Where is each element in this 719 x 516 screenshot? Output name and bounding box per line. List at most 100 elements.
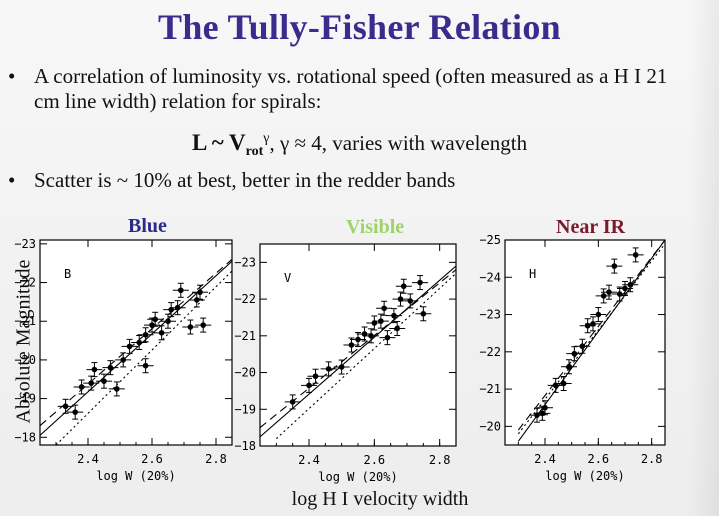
data-point bbox=[379, 330, 396, 346]
point-marker bbox=[312, 373, 319, 380]
point-marker bbox=[78, 384, 85, 390]
point-marker bbox=[149, 322, 155, 328]
point-marker bbox=[91, 366, 98, 373]
point-marker bbox=[381, 305, 387, 312]
point-marker bbox=[348, 342, 355, 348]
data-point bbox=[96, 373, 112, 389]
x-axis-small-label: log W (20%) bbox=[318, 470, 397, 484]
point-marker bbox=[200, 322, 206, 328]
point-marker bbox=[306, 382, 312, 389]
point-marker bbox=[174, 304, 181, 311]
point-marker bbox=[632, 252, 639, 258]
point-marker bbox=[168, 306, 174, 313]
point-marker bbox=[101, 378, 107, 384]
x-tick-label: 2.6 bbox=[587, 452, 609, 466]
y-tick-label: −20 bbox=[479, 419, 501, 433]
data-point bbox=[108, 381, 125, 397]
x-axis-small-label: log W (20%) bbox=[545, 469, 624, 483]
point-marker bbox=[194, 297, 200, 303]
point-marker bbox=[391, 312, 397, 319]
data-point bbox=[147, 311, 164, 327]
data-point bbox=[192, 284, 208, 300]
data-point bbox=[195, 317, 212, 333]
data-point bbox=[301, 377, 317, 393]
data-point bbox=[188, 292, 205, 308]
x-tick-label: 2.4 bbox=[534, 452, 556, 466]
point-marker bbox=[627, 281, 634, 288]
bullet-text: Scatter is ~ 10% at best, better in the … bbox=[34, 168, 456, 192]
point-marker bbox=[197, 289, 203, 296]
point-marker bbox=[368, 333, 374, 339]
y-tick-label: −19 bbox=[234, 402, 256, 416]
y-tick-label: −18 bbox=[14, 430, 36, 444]
bullet-symbol: • bbox=[8, 64, 16, 88]
data-point bbox=[67, 404, 84, 420]
y-tick-label: −20 bbox=[234, 366, 256, 380]
point-marker bbox=[560, 380, 567, 387]
point-marker bbox=[142, 362, 149, 369]
point-marker bbox=[107, 364, 114, 371]
data-point bbox=[415, 306, 432, 322]
point-marker bbox=[120, 357, 126, 363]
data-point bbox=[350, 331, 366, 347]
y-tick-label: −25 bbox=[479, 233, 501, 247]
point-marker bbox=[611, 263, 618, 269]
page-title: The Tully-Fisher Relation bbox=[158, 7, 561, 47]
data-point bbox=[83, 375, 100, 391]
x-tick-label: 2.8 bbox=[429, 453, 451, 467]
formula: L ~ Vrotγ, γ ≈ 4, varies with wavelength bbox=[0, 130, 719, 160]
bullet-symbol: • bbox=[8, 168, 16, 192]
x-tick-label: 2.6 bbox=[141, 452, 163, 466]
point-marker bbox=[394, 325, 401, 332]
y-tick-label: −21 bbox=[234, 329, 256, 343]
data-point bbox=[363, 328, 380, 344]
data-point bbox=[144, 317, 160, 333]
data-point bbox=[389, 320, 406, 336]
point-marker bbox=[407, 298, 414, 304]
point-marker bbox=[165, 318, 171, 325]
point-marker bbox=[158, 330, 165, 336]
point-marker bbox=[136, 339, 142, 346]
data-point bbox=[137, 358, 154, 374]
data-point bbox=[585, 316, 601, 332]
point-marker bbox=[152, 316, 158, 323]
point-marker bbox=[338, 364, 345, 370]
chart-panel-V: 2.4 2.6 2.8 −18 −19 −20 −21 −22 −23 log W (20%) V bbox=[234, 243, 457, 484]
data-point bbox=[160, 313, 176, 329]
y-tick-label: −20 bbox=[14, 353, 36, 367]
chart-panel-H: 2.4 2.6 2.8 −20 −21 −22 −23 −24 −25 log W (20%) H bbox=[479, 233, 666, 483]
panel-title-visible: Visible bbox=[346, 216, 405, 238]
data-point bbox=[57, 398, 74, 414]
data-point bbox=[182, 319, 199, 335]
point-marker bbox=[289, 399, 296, 405]
point-marker bbox=[400, 283, 407, 290]
data-point bbox=[561, 359, 577, 375]
point-marker bbox=[355, 336, 361, 343]
point-marker bbox=[595, 311, 602, 318]
fit-line-dotted bbox=[517, 243, 665, 435]
data-point bbox=[395, 278, 412, 294]
y-tick-label: −21 bbox=[14, 314, 36, 328]
fit-line-dotted bbox=[275, 272, 456, 440]
point-marker bbox=[126, 343, 133, 350]
point-marker bbox=[187, 324, 194, 330]
x-tick-label: 2.8 bbox=[205, 452, 227, 466]
point-marker bbox=[542, 404, 548, 411]
point-marker bbox=[114, 386, 120, 392]
point-marker bbox=[571, 350, 578, 357]
data-point bbox=[606, 258, 623, 274]
y-tick-label: −18 bbox=[234, 439, 256, 453]
data-point bbox=[402, 293, 419, 309]
y-tick-label: −21 bbox=[479, 382, 501, 396]
y-tick-label: −22 bbox=[234, 292, 256, 306]
point-marker bbox=[600, 293, 607, 299]
point-marker bbox=[566, 363, 572, 370]
data-point bbox=[121, 338, 138, 354]
point-marker bbox=[384, 334, 391, 341]
data-point bbox=[102, 360, 119, 376]
fit-line-dashed bbox=[517, 240, 665, 431]
formula-rest: , γ ≈ 4, varies with wavelength bbox=[269, 131, 528, 155]
formula-lhs: L ~ V bbox=[191, 130, 246, 155]
band-label: B bbox=[64, 267, 71, 281]
